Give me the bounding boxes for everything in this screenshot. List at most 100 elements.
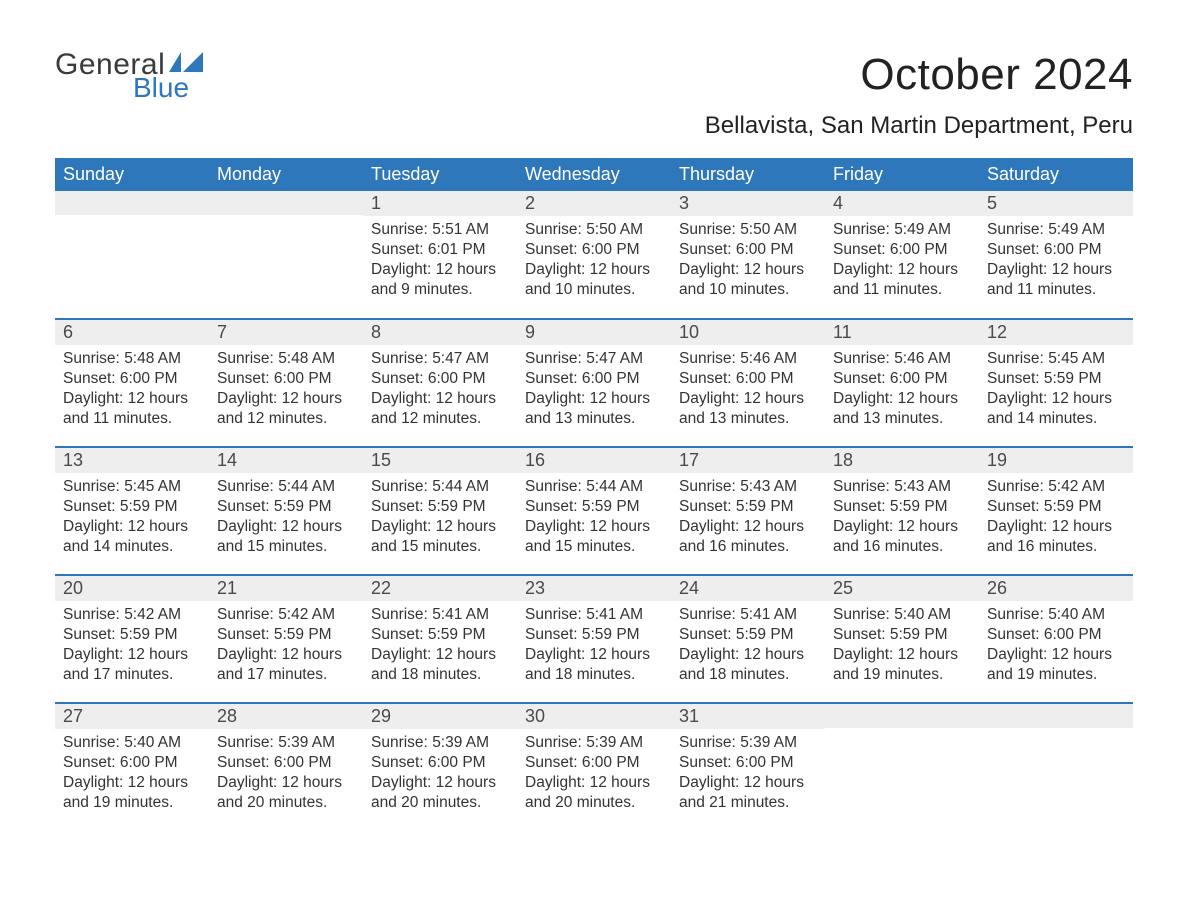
sunrise-label: Sunrise: — [987, 606, 1044, 623]
sunrise-label: Sunrise: — [679, 478, 736, 495]
sunrise-label: Sunrise: — [525, 606, 582, 623]
sunrise-label: Sunrise: — [371, 606, 428, 623]
day-number: 12 — [979, 320, 1133, 345]
sunset-label: Sunset: — [63, 626, 116, 643]
day-sunset: Sunset: 6:00 PM — [525, 240, 663, 260]
calendar-day-empty — [209, 191, 363, 319]
sunset-value: 6:01 PM — [428, 241, 486, 258]
day-daylight: Daylight: 12 hours and 16 minutes. — [833, 517, 971, 557]
daylight-label: Daylight: — [833, 646, 893, 663]
sunset-value: 5:59 PM — [582, 626, 640, 643]
calendar-day: 9Sunrise: 5:47 AMSunset: 6:00 PMDaylight… — [517, 319, 671, 447]
day-number: 22 — [363, 576, 517, 601]
sunset-value: 6:00 PM — [582, 241, 640, 258]
sunset-value: 5:59 PM — [428, 626, 486, 643]
day-number — [209, 191, 363, 215]
day-details: Sunrise: 5:39 AMSunset: 6:00 PMDaylight:… — [209, 729, 363, 822]
day-daylight: Daylight: 12 hours and 15 minutes. — [371, 517, 509, 557]
sunset-label: Sunset: — [987, 498, 1040, 515]
day-daylight: Daylight: 12 hours and 19 minutes. — [987, 645, 1125, 685]
day-details: Sunrise: 5:45 AMSunset: 5:59 PMDaylight:… — [55, 473, 209, 566]
day-details: Sunrise: 5:51 AMSunset: 6:01 PMDaylight:… — [363, 216, 517, 309]
day-sunset: Sunset: 6:01 PM — [371, 240, 509, 260]
title-block: October 2024 Bellavista, San Martin Depa… — [705, 50, 1133, 140]
day-daylight: Daylight: 12 hours and 16 minutes. — [987, 517, 1125, 557]
daylight-label: Daylight: — [679, 261, 739, 278]
sunset-value: 5:59 PM — [736, 626, 794, 643]
sunrise-label: Sunrise: — [371, 350, 428, 367]
sunset-label: Sunset: — [525, 498, 578, 515]
sunrise-label: Sunrise: — [833, 221, 890, 238]
day-details: Sunrise: 5:41 AMSunset: 5:59 PMDaylight:… — [517, 601, 671, 694]
day-details: Sunrise: 5:39 AMSunset: 6:00 PMDaylight:… — [671, 729, 825, 822]
calendar-day: 24Sunrise: 5:41 AMSunset: 5:59 PMDayligh… — [671, 575, 825, 703]
day-sunset: Sunset: 6:00 PM — [525, 753, 663, 773]
calendar-week: 27Sunrise: 5:40 AMSunset: 6:00 PMDayligh… — [55, 703, 1133, 831]
day-sunrise: Sunrise: 5:43 AM — [679, 477, 817, 497]
daylight-label: Daylight: — [833, 390, 893, 407]
sunrise-label: Sunrise: — [833, 350, 890, 367]
day-sunrise: Sunrise: 5:42 AM — [63, 605, 201, 625]
sunrise-label: Sunrise: — [525, 350, 582, 367]
day-details: Sunrise: 5:41 AMSunset: 5:59 PMDaylight:… — [671, 601, 825, 694]
sunrise-label: Sunrise: — [833, 606, 890, 623]
day-number — [979, 704, 1133, 728]
daylight-label: Daylight: — [217, 390, 277, 407]
day-sunset: Sunset: 6:00 PM — [217, 753, 355, 773]
sunset-value: 5:59 PM — [1044, 498, 1102, 515]
day-number: 3 — [671, 191, 825, 216]
day-sunrise: Sunrise: 5:43 AM — [833, 477, 971, 497]
daylight-label: Daylight: — [63, 390, 123, 407]
sunrise-value: 5:42 AM — [1048, 478, 1105, 495]
sunrise-value: 5:42 AM — [124, 606, 181, 623]
sunrise-value: 5:40 AM — [124, 734, 181, 751]
daylight-label: Daylight: — [987, 390, 1047, 407]
calendar-day: 7Sunrise: 5:48 AMSunset: 6:00 PMDaylight… — [209, 319, 363, 447]
day-sunrise: Sunrise: 5:39 AM — [217, 733, 355, 753]
day-sunrise: Sunrise: 5:44 AM — [217, 477, 355, 497]
daylight-label: Daylight: — [679, 774, 739, 791]
sunrise-label: Sunrise: — [833, 478, 890, 495]
day-daylight: Daylight: 12 hours and 17 minutes. — [63, 645, 201, 685]
day-sunrise: Sunrise: 5:44 AM — [371, 477, 509, 497]
day-details: Sunrise: 5:48 AMSunset: 6:00 PMDaylight:… — [209, 345, 363, 438]
day-sunset: Sunset: 5:59 PM — [525, 625, 663, 645]
calendar-day: 10Sunrise: 5:46 AMSunset: 6:00 PMDayligh… — [671, 319, 825, 447]
day-details: Sunrise: 5:40 AMSunset: 6:00 PMDaylight:… — [55, 729, 209, 822]
day-sunrise: Sunrise: 5:45 AM — [987, 349, 1125, 369]
sunrise-label: Sunrise: — [987, 350, 1044, 367]
sunrise-label: Sunrise: — [679, 350, 736, 367]
sunrise-value: 5:50 AM — [740, 221, 797, 238]
sunset-value: 5:59 PM — [1044, 370, 1102, 387]
day-sunset: Sunset: 5:59 PM — [217, 497, 355, 517]
sunrise-value: 5:39 AM — [586, 734, 643, 751]
sunrise-value: 5:45 AM — [124, 478, 181, 495]
sunset-label: Sunset: — [217, 754, 270, 771]
sunset-label: Sunset: — [63, 498, 116, 515]
day-sunset: Sunset: 5:59 PM — [217, 625, 355, 645]
day-sunrise: Sunrise: 5:39 AM — [679, 733, 817, 753]
calendar-day: 17Sunrise: 5:43 AMSunset: 5:59 PMDayligh… — [671, 447, 825, 575]
day-sunset: Sunset: 6:00 PM — [987, 625, 1125, 645]
day-sunset: Sunset: 5:59 PM — [679, 497, 817, 517]
day-sunrise: Sunrise: 5:49 AM — [987, 220, 1125, 240]
sunrise-value: 5:39 AM — [432, 734, 489, 751]
day-daylight: Daylight: 12 hours and 11 minutes. — [63, 389, 201, 429]
day-sunset: Sunset: 6:00 PM — [679, 753, 817, 773]
sunrise-label: Sunrise: — [217, 478, 274, 495]
daylight-label: Daylight: — [679, 646, 739, 663]
sunrise-label: Sunrise: — [63, 606, 120, 623]
day-details: Sunrise: 5:43 AMSunset: 5:59 PMDaylight:… — [671, 473, 825, 566]
calendar-day: 14Sunrise: 5:44 AMSunset: 5:59 PMDayligh… — [209, 447, 363, 575]
sunrise-label: Sunrise: — [679, 606, 736, 623]
day-sunrise: Sunrise: 5:46 AM — [833, 349, 971, 369]
day-daylight: Daylight: 12 hours and 11 minutes. — [987, 260, 1125, 300]
day-sunrise: Sunrise: 5:46 AM — [679, 349, 817, 369]
sunset-value: 6:00 PM — [120, 370, 178, 387]
sunset-value: 6:00 PM — [582, 370, 640, 387]
sunrise-value: 5:43 AM — [894, 478, 951, 495]
sunset-label: Sunset: — [63, 754, 116, 771]
sunset-label: Sunset: — [525, 754, 578, 771]
sunrise-value: 5:40 AM — [1048, 606, 1105, 623]
sunrise-label: Sunrise: — [63, 350, 120, 367]
